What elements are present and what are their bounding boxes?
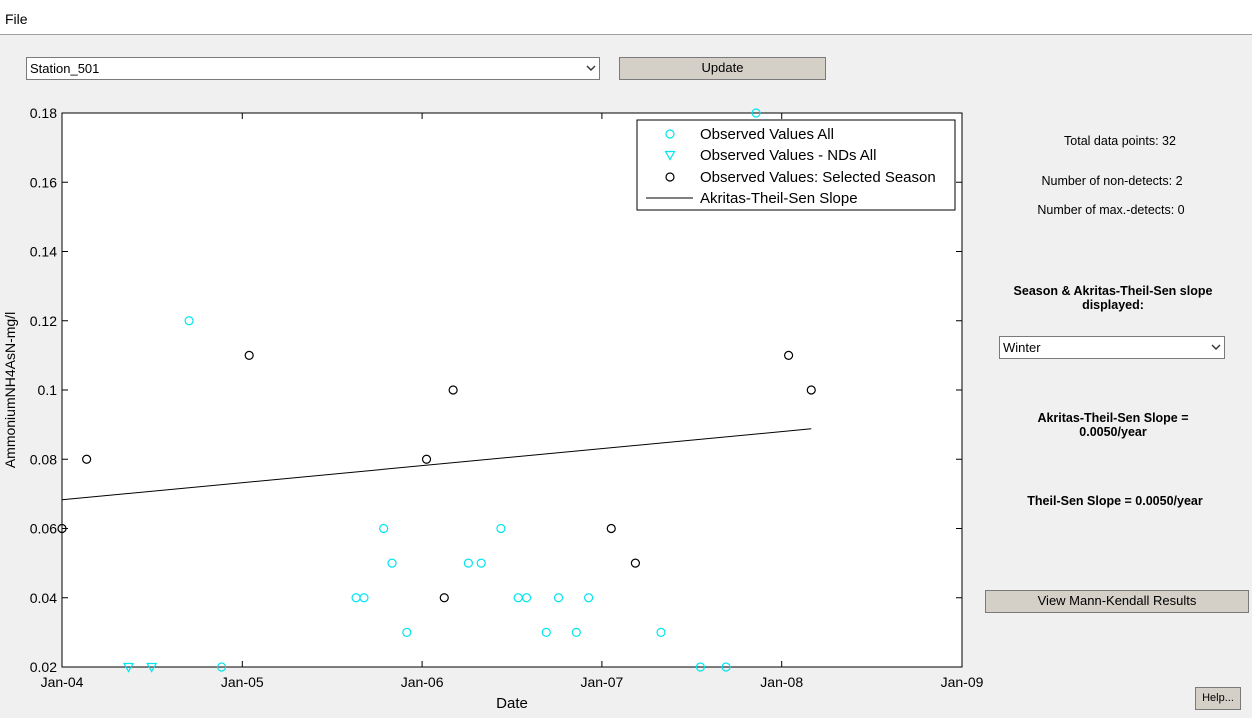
chevron-down-icon — [583, 58, 599, 79]
point-selected-season — [82, 454, 92, 464]
season-select[interactable]: Winter — [999, 336, 1225, 359]
theil-sen-slope: Theil-Sen Slope = 0.0050/year — [1027, 494, 1203, 508]
legend-marker-non-detect — [664, 150, 676, 161]
y-tick-label: 0.18 — [30, 105, 57, 121]
legend-label: Observed Values - NDs All — [700, 147, 876, 164]
season-select-value: Winter — [1003, 340, 1041, 355]
point-observed-all — [553, 593, 564, 603]
point-selected-season — [421, 454, 432, 464]
point-observed-all — [184, 316, 194, 326]
legend-label: Observed Values: Selected Season — [700, 169, 936, 186]
station-select-value: Station_501 — [30, 61, 100, 76]
chevron-down-icon — [1208, 337, 1224, 358]
point-observed-all — [721, 662, 731, 672]
x-tick-label: Jan-08 — [760, 674, 803, 690]
point-observed-all — [584, 593, 594, 603]
y-tick-label: 0.06 — [30, 521, 57, 537]
legend-marker-selected-season — [665, 172, 675, 182]
point-observed-all — [571, 627, 581, 637]
non-detects-count: Number of non-detects: 2 — [1041, 174, 1183, 188]
x-tick-label: Jan-09 — [941, 674, 984, 690]
point-selected-season — [439, 593, 449, 603]
legend-marker-observed-all — [665, 129, 675, 139]
x-axis-label: Date — [496, 695, 528, 712]
season-heading-line2: displayed: — [1082, 298, 1144, 312]
y-tick-label: 0.12 — [30, 313, 57, 329]
point-selected-season — [606, 523, 616, 534]
point-selected-season — [57, 523, 67, 534]
y-axis-label: AmmoniumNH4AsN-mg/l — [2, 312, 18, 468]
x-tick-label: Jan-07 — [580, 674, 623, 690]
point-observed-all — [751, 108, 761, 118]
file-menu[interactable]: File — [5, 11, 28, 27]
point-observed-all — [217, 662, 227, 672]
chart: 0.02 0.04 0.06 0.08 0.1 0.12 0.14 0.16 0.18 Jan-0… — [2, 105, 984, 712]
ats-slope-line2: 0.0050/year — [1079, 425, 1147, 439]
update-button[interactable]: Update — [619, 57, 826, 80]
y-tick-label: 0.16 — [30, 174, 57, 190]
y-tick-label: 0.1 — [38, 382, 58, 398]
y-tick-label: 0.08 — [30, 451, 57, 467]
y-tick-label: 0.04 — [30, 590, 57, 606]
y-tick-label: 0.14 — [30, 244, 57, 260]
point-observed-all — [379, 523, 389, 534]
point-observed-all — [387, 558, 397, 568]
point-selected-season — [630, 558, 640, 568]
point-selected-season — [448, 385, 458, 395]
season-heading: Season & Akritas-Theil-Sen slope display… — [978, 284, 1248, 312]
point-observed-all — [402, 627, 412, 637]
point-observed-all — [463, 558, 474, 568]
legend-label: Observed Values All — [700, 126, 834, 143]
x-tick-label: Jan-06 — [401, 674, 444, 690]
legend-label: Akritas-Theil-Sen Slope — [700, 190, 858, 207]
station-select[interactable]: Station_501 — [26, 57, 600, 80]
point-selected-season — [244, 350, 254, 360]
view-mann-kendall-button[interactable]: View Mann-Kendall Results — [985, 590, 1249, 613]
point-observed-all — [521, 593, 532, 603]
point-non-detect — [146, 662, 158, 673]
point-observed-all — [656, 627, 666, 637]
point-observed-all — [695, 662, 706, 672]
help-button[interactable]: Help... — [1195, 687, 1241, 710]
season-heading-line1: Season & Akritas-Theil-Sen slope — [1013, 284, 1213, 298]
point-selected-season — [806, 385, 816, 395]
point-observed-all — [541, 627, 551, 637]
total-data-points: Total data points: 32 — [1064, 134, 1176, 148]
legend-box — [636, 119, 956, 211]
x-tick-label: Jan-04 — [41, 674, 84, 690]
trend-line — [61, 428, 812, 501]
point-non-detect — [122, 662, 135, 673]
ats-slope: Akritas-Theil-Sen Slope = 0.0050/year — [978, 411, 1248, 439]
ats-slope-line1: Akritas-Theil-Sen Slope = — [1037, 411, 1189, 425]
point-selected-season — [784, 350, 794, 360]
point-observed-all — [476, 558, 486, 568]
point-observed-all — [496, 523, 506, 534]
max-detects-count: Number of max.-detects: 0 — [1037, 203, 1185, 217]
menu-bar: File — [0, 0, 1252, 35]
y-tick-label: 0.02 — [30, 659, 57, 675]
point-observed-all — [359, 593, 369, 603]
x-tick-label: Jan-05 — [221, 674, 264, 690]
